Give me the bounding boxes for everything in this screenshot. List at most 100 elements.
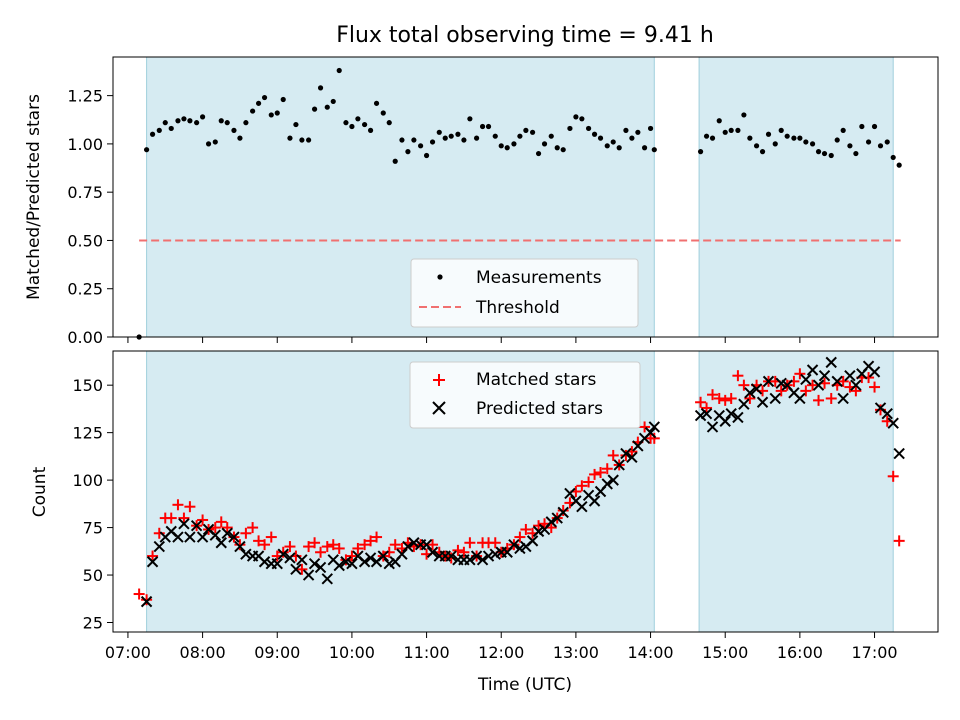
predicted-star-point [215, 537, 227, 549]
measurement-point [199, 114, 206, 120]
measurement-point [853, 150, 859, 157]
matched-star-point [813, 394, 825, 406]
measurement-point [330, 98, 336, 105]
matched-star-point [794, 368, 806, 380]
predicted-star-point [700, 407, 713, 420]
top-y-tick-label: 1.25 [67, 87, 103, 106]
matched-star-point [701, 402, 713, 414]
x-tick-label: 17:00 [851, 643, 897, 662]
measurement-point [821, 150, 828, 157]
measurement-point [828, 152, 834, 159]
matched-star-point [247, 522, 259, 534]
matched-star-point [303, 541, 315, 553]
matched-star-point [850, 385, 862, 397]
measurement-point [529, 129, 536, 135]
measurement-point [362, 121, 368, 128]
matched-star-point [732, 370, 744, 382]
bottom-y-tick-label: 75 [83, 519, 103, 538]
measurement-point [890, 154, 896, 161]
matched-star-point [707, 389, 719, 401]
matched-star-point [333, 542, 345, 554]
measurement-point [175, 118, 181, 124]
measurement-point [647, 125, 654, 132]
top-y-tick-label: 0.00 [67, 328, 103, 347]
matched-star-point [277, 546, 289, 558]
predicted-star-point [844, 369, 856, 382]
matched-star-point [893, 535, 905, 547]
measurement-point [280, 96, 286, 103]
measurement-point [523, 127, 529, 133]
observing-interval [699, 57, 894, 337]
predicted-star-point [557, 506, 569, 519]
predicted-star-point [153, 540, 165, 553]
measurement-point [585, 125, 592, 132]
matched-star-point [346, 550, 358, 562]
predicted-star-point [290, 563, 302, 576]
matched-star-point [607, 449, 619, 461]
measurement-point [791, 135, 797, 141]
matched-star-point [576, 480, 588, 492]
predicted-star-point [209, 529, 221, 541]
predicted-star-point [607, 474, 619, 486]
predicted-star-point [178, 518, 190, 530]
matched-star-point [133, 588, 145, 600]
matched-star-point [352, 542, 364, 554]
matched-star-point [489, 537, 501, 549]
measurement-point [336, 67, 342, 74]
measurement-point [392, 158, 398, 164]
measurement-point [429, 139, 436, 145]
x-tick-label: 14:00 [628, 643, 674, 662]
top-y-tick-label: 1.00 [67, 135, 103, 154]
measurement-point [651, 147, 657, 153]
matched-star-point [725, 392, 737, 404]
measurements-legend-marker [437, 274, 443, 280]
measurement-point [492, 133, 498, 139]
predicted-star-point [346, 557, 358, 570]
matched-star-point [309, 537, 321, 549]
matched-star-point [452, 544, 464, 556]
predicted-star-point [706, 421, 719, 433]
predicted-star-point [240, 548, 252, 560]
predicted-star-point [887, 417, 899, 429]
measurement-point [623, 127, 629, 133]
matched-star-point [825, 392, 837, 404]
measurement-point [517, 133, 523, 139]
measurements-series [136, 67, 902, 340]
predicted-star-point [868, 366, 881, 378]
predicted-star-point [302, 569, 315, 581]
measurement-point [809, 141, 816, 147]
matched-star-point [184, 501, 196, 513]
predicted-star-point [719, 415, 731, 427]
bottom-y-ticks: 25 50 75 100 125 150 [72, 376, 113, 633]
x-tick-label: 15:00 [702, 643, 748, 662]
bottom-y-axis-label: Count [30, 466, 50, 517]
predicted-star-point [321, 573, 333, 585]
matched-star-point [253, 535, 265, 547]
matched-star-point [557, 504, 569, 516]
measurement-point [877, 143, 884, 149]
matched-star-point [321, 541, 333, 553]
measurement-point [243, 120, 249, 126]
matched-star-point [458, 546, 470, 558]
matched-star-point [327, 539, 339, 551]
predicted-star-point [284, 552, 296, 564]
predicted-star-point [800, 373, 812, 386]
matched-star-point [807, 379, 819, 391]
measurement-point [498, 143, 504, 149]
bottom-y-tick-label: 50 [83, 566, 103, 585]
measurement-point [703, 133, 710, 139]
top-y-tick-label: 0.75 [67, 183, 103, 202]
measurement-point [212, 139, 218, 145]
measurement-point [317, 85, 324, 91]
predicted-star-point [420, 538, 433, 551]
measurement-point [467, 116, 473, 122]
measurement-point [405, 149, 411, 155]
predicted-star-point [732, 411, 744, 424]
matched-star-point [800, 385, 812, 397]
measurement-point [418, 143, 424, 149]
measurement-point [367, 127, 374, 133]
measurement-point [591, 131, 598, 137]
predicted-star-point [769, 392, 781, 405]
measurement-point [479, 123, 486, 130]
predicted-star-point [648, 421, 660, 433]
